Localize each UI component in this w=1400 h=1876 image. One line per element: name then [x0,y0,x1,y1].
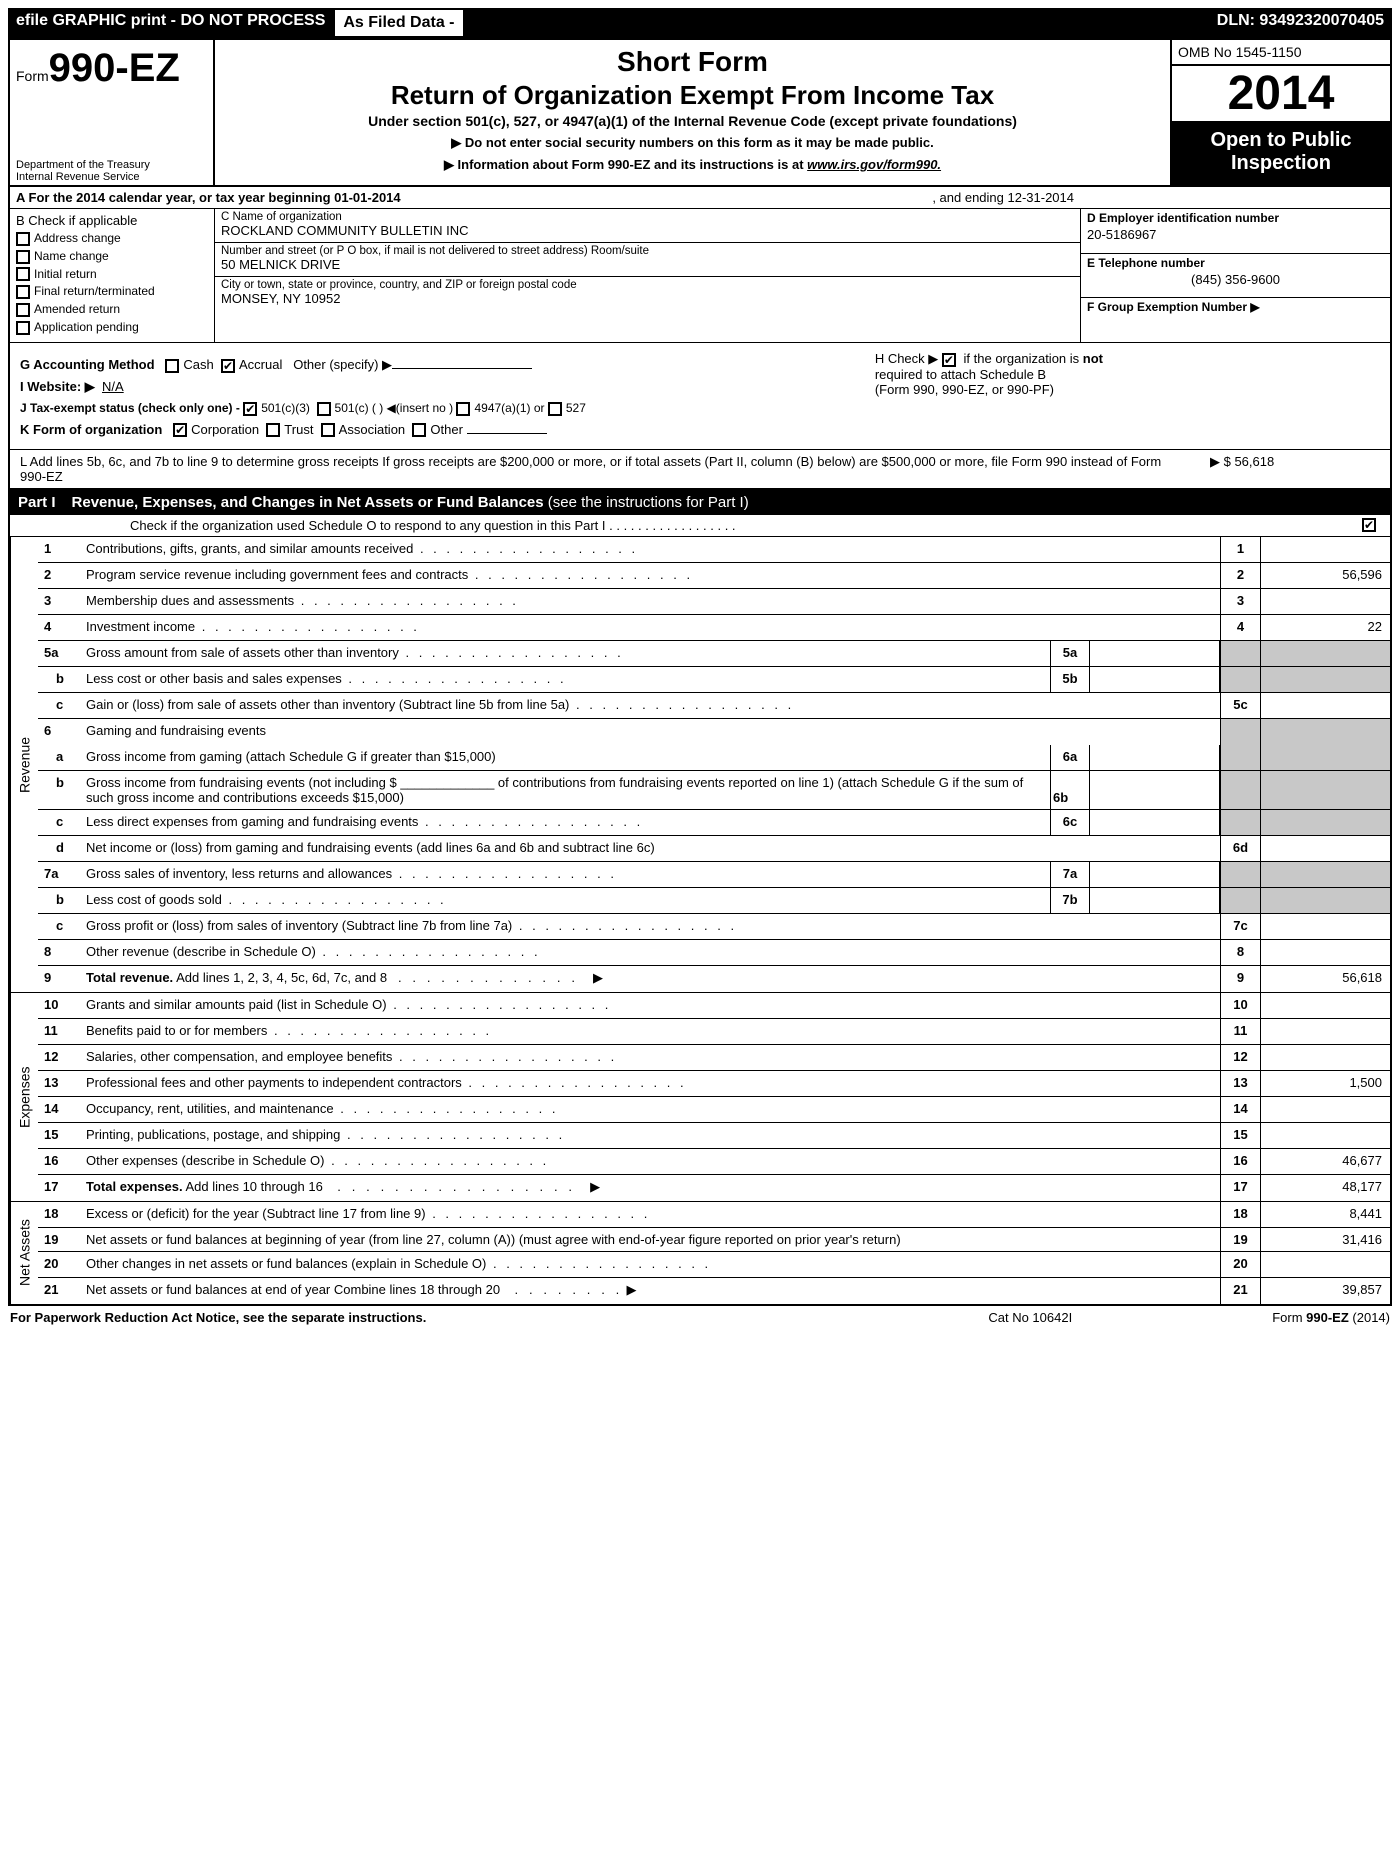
line-10: 10 Grants and similar amounts paid (list… [38,993,1390,1019]
chk-application-pending[interactable]: Application pending [16,320,208,335]
net-assets-section: Net Assets 18 Excess or (deficit) for th… [10,1202,1390,1304]
line-20: 20 Other changes in net assets or fund b… [38,1252,1390,1278]
short-form: Short Form [225,46,1160,78]
dln-label: DLN: 93492320070405 [1209,8,1392,38]
line-h: H Check ▶ if the organization is not req… [867,351,1357,397]
line-k: K Form of organization Corporation Trust… [20,422,863,438]
chk-sched-o[interactable] [1362,518,1376,532]
part-1-sub: Check if the organization used Schedule … [10,515,1390,537]
header-line-1: ▶ Do not enter social security numbers o… [225,135,1160,151]
org-name: C Name of organization ROCKLAND COMMUNIT… [215,209,1080,243]
chk-corp[interactable] [173,423,187,437]
form-id-cell: Form990-EZ Department of the Treasury In… [10,40,215,185]
line-6a: a Gross income from gaming (attach Sched… [38,745,1390,771]
chk-address-change[interactable]: Address change [16,231,208,246]
chk-amended-return[interactable]: Amended return [16,302,208,317]
cat-no: Cat No 10642I [988,1310,1072,1325]
line-13: 13 Professional fees and other payments … [38,1071,1390,1097]
line-21: 21 Net assets or fund balances at end of… [38,1278,1390,1304]
line-4: 4 Investment income 4 22 [38,615,1390,641]
row-a: A For the 2014 calendar year, or tax yea… [10,187,1390,209]
line-18: 18 Excess or (deficit) for the year (Sub… [38,1202,1390,1228]
form-footer: Form 990-EZ (2014) [1272,1310,1390,1325]
col-c: C Name of organization ROCKLAND COMMUNIT… [215,209,1080,342]
line-2: 2 Program service revenue including gove… [38,563,1390,589]
line-5c: c Gain or (loss) from sale of assets oth… [38,693,1390,719]
line-3: 3 Membership dues and assessments 3 [38,589,1390,615]
gi-block: G Accounting Method Cash Accrual Other (… [10,343,1390,450]
line-j: J Tax-exempt status (check only one) - 5… [20,401,863,416]
chk-sched-b[interactable] [942,353,956,367]
row-l: L Add lines 5b, 6c, and 7b to line 9 to … [10,450,1390,490]
line-9: 9 Total revenue. Add lines 1, 2, 3, 4, 5… [38,966,1390,992]
chk-other[interactable] [412,423,426,437]
right-cell: OMB No 1545-1150 2014 Open to Public Ins… [1170,40,1390,185]
line-8: 8 Other revenue (describe in Schedule O)… [38,940,1390,966]
paperwork-notice: For Paperwork Reduction Act Notice, see … [10,1310,426,1325]
line-5b: b Less cost or other basis and sales exp… [38,667,1390,693]
subtitle: Under section 501(c), 527, or 4947(a)(1)… [225,113,1160,129]
line-11: 11 Benefits paid to or for members 11 [38,1019,1390,1045]
ein: D Employer identification number 20-5186… [1081,209,1390,254]
line-i: I Website: ▶ N/A [20,379,863,395]
asfiled-label: As Filed Data - [333,8,464,38]
title-cell: Short Form Return of Organization Exempt… [215,40,1170,185]
line-17: 17 Total expenses. Add lines 10 through … [38,1175,1390,1201]
chk-4947[interactable] [456,402,470,416]
efile-label: efile GRAPHIC print - DO NOT PROCESS [8,8,333,38]
line-6c: c Less direct expenses from gaming and f… [38,810,1390,836]
topbar: efile GRAPHIC print - DO NOT PROCESS As … [8,8,1392,38]
chk-501c3[interactable] [243,402,257,416]
footer: For Paperwork Reduction Act Notice, see … [8,1306,1392,1329]
line-6d: d Net income or (loss) from gaming and f… [38,836,1390,862]
chk-accrual[interactable] [221,359,235,373]
line-6: 6 Gaming and fundraising events [38,719,1390,745]
group-exemption: F Group Exemption Number ▶ [1081,298,1390,342]
open-inspection: Open to Public Inspection [1172,123,1390,185]
header-line-2: ▶ Information about Form 990-EZ and its … [225,157,1160,173]
expenses-section: Expenses 10 Grants and similar amounts p… [10,993,1390,1202]
line-7c: c Gross profit or (loss) from sales of i… [38,914,1390,940]
line-16: 16 Other expenses (describe in Schedule … [38,1149,1390,1175]
line-7a: 7a Gross sales of inventory, less return… [38,862,1390,888]
telephone: E Telephone number (845) 356-9600 [1081,254,1390,299]
chk-name-change[interactable]: Name change [16,249,208,264]
omb-number: OMB No 1545-1150 [1172,40,1390,66]
tax-year: 2014 [1172,66,1390,123]
main-title: Return of Organization Exempt From Incom… [225,80,1160,111]
department: Department of the Treasury Internal Reve… [16,159,207,183]
part-1-header: Part I Revenue, Expenses, and Changes in… [10,490,1390,515]
line-12: 12 Salaries, other compensation, and emp… [38,1045,1390,1071]
chk-assoc[interactable] [321,423,335,437]
org-city: City or town, state or province, country… [215,277,1080,310]
chk-527[interactable] [548,402,562,416]
line-19: 19 Net assets or fund balances at beginn… [38,1228,1390,1252]
chk-trust[interactable] [266,423,280,437]
chk-final-return[interactable]: Final return/terminated [16,284,208,299]
col-b: B Check if applicable Address change Nam… [10,209,215,342]
revenue-label: Revenue [10,537,38,992]
irs-link[interactable]: www.irs.gov/form990. [807,157,941,172]
org-address: Number and street (or P O box, if mail i… [215,243,1080,277]
line-14: 14 Occupancy, rent, utilities, and maint… [38,1097,1390,1123]
line-6b: b Gross income from fundraising events (… [38,771,1390,810]
form-outer: Form990-EZ Department of the Treasury In… [8,38,1392,1306]
col-d: D Employer identification number 20-5186… [1080,209,1390,342]
line-5a: 5a Gross amount from sale of assets othe… [38,641,1390,667]
chk-initial-return[interactable]: Initial return [16,267,208,282]
chk-501c[interactable] [317,402,331,416]
form-number: Form990-EZ [16,46,207,91]
line-7b: b Less cost of goods sold 7b [38,888,1390,914]
chk-cash[interactable] [165,359,179,373]
header-block: Form990-EZ Department of the Treasury In… [10,40,1390,187]
line-1: 1 Contributions, gifts, grants, and simi… [38,537,1390,563]
expenses-label: Expenses [10,993,38,1201]
section-bcd: B Check if applicable Address change Nam… [10,209,1390,343]
revenue-section: Revenue 1 Contributions, gifts, grants, … [10,537,1390,993]
line-g: G Accounting Method Cash Accrual Other (… [20,357,863,373]
line-15: 15 Printing, publications, postage, and … [38,1123,1390,1149]
net-assets-label: Net Assets [10,1202,38,1304]
